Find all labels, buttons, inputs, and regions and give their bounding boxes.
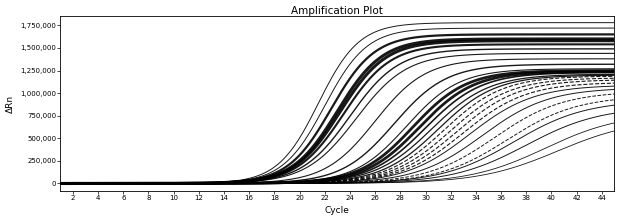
Title: Amplification Plot: Amplification Plot	[291, 6, 383, 15]
X-axis label: Cycle: Cycle	[325, 206, 350, 215]
Y-axis label: ΔRn: ΔRn	[6, 94, 14, 112]
